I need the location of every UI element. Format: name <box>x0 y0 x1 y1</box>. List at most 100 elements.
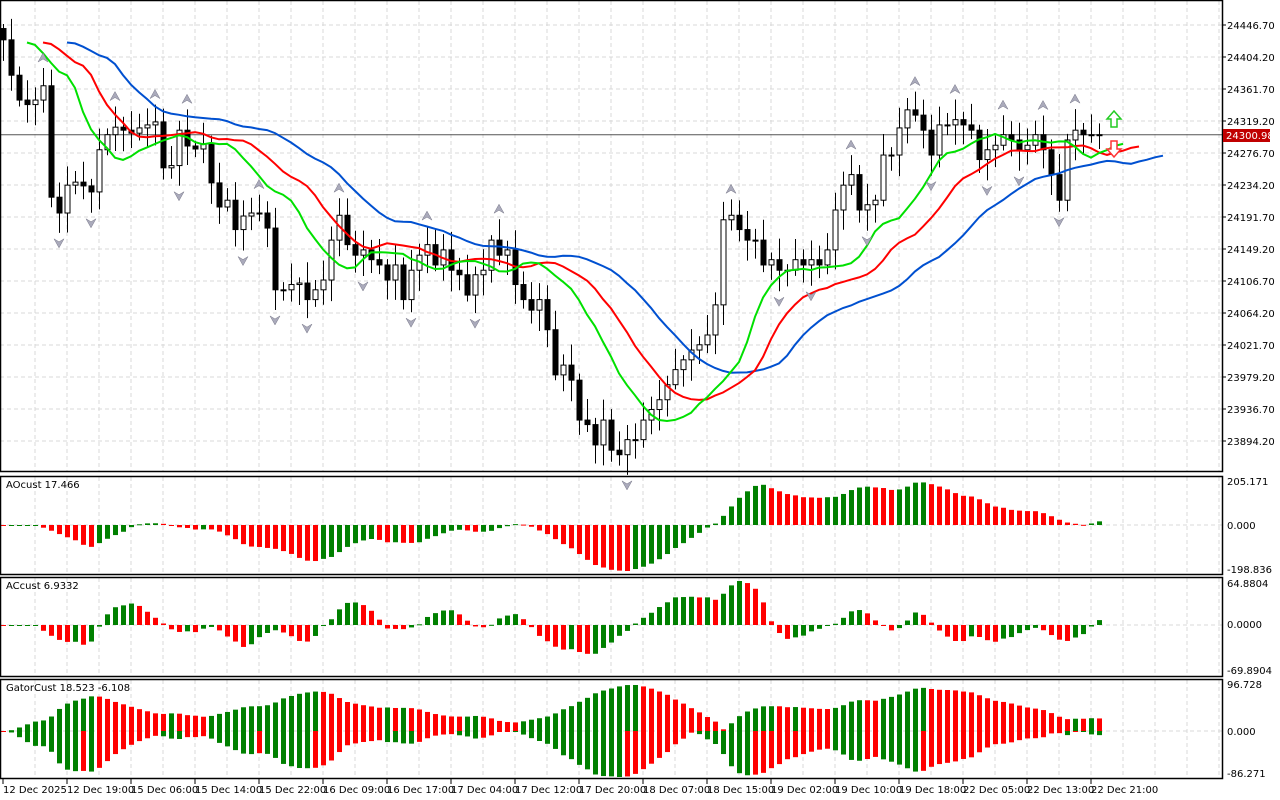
candle-bear <box>208 143 215 184</box>
price-axis-label: 24106.70 <box>1227 277 1275 288</box>
ac-bar <box>49 625 54 636</box>
ao-bar <box>201 525 206 530</box>
gator-upper-bar <box>793 707 798 731</box>
ac-bar <box>1017 625 1022 634</box>
ao-bar <box>393 525 398 543</box>
ao-bar <box>625 525 630 571</box>
fractal-down-arrow-icon <box>925 180 937 192</box>
ac-bar <box>449 610 454 625</box>
candle-bear <box>0 28 7 41</box>
ao-bar <box>857 487 862 525</box>
ao-bar <box>209 525 214 530</box>
gator-upper-bar <box>889 696 894 731</box>
ao-bar <box>49 525 54 531</box>
gator-upper-bar <box>417 709 422 731</box>
alligator-teeth-line <box>42 41 1140 401</box>
gator-upper-bar <box>521 721 526 731</box>
gator-lower-bar <box>361 731 366 742</box>
gator-upper-bar <box>129 706 134 731</box>
ao-pane[interactable] <box>1 482 1102 571</box>
candle-bear <box>736 214 743 231</box>
ao-bar <box>97 525 102 544</box>
gator-upper-bar <box>921 687 926 731</box>
gator-lower-bar <box>657 731 662 758</box>
ac-bar <box>601 625 606 648</box>
ac-bar <box>569 625 574 650</box>
ac-bar <box>681 597 686 625</box>
gator-upper-bar <box>881 698 886 731</box>
gator-upper-bar <box>409 708 414 731</box>
ao-bar <box>401 525 406 543</box>
time-axis-label: 16 Dec 09:00 <box>323 785 390 796</box>
gator-upper-bar <box>537 718 542 731</box>
gator-upper-bar <box>849 701 854 731</box>
gator-lower-bar <box>961 731 966 759</box>
gator-upper-bar <box>513 722 518 731</box>
ac-bar <box>937 625 942 631</box>
gator-lower-bar <box>41 731 46 747</box>
gator-upper-bar <box>897 694 902 731</box>
candle-bear <box>120 126 127 131</box>
ac-bar <box>625 625 630 631</box>
candle-bear <box>400 264 407 301</box>
ac-bar <box>329 619 334 625</box>
ac-bar <box>65 625 70 642</box>
gator-pane[interactable] <box>1 685 1102 777</box>
gator-lower-bar <box>265 731 270 754</box>
ac-bar <box>969 625 974 637</box>
ac-pane[interactable] <box>1 581 1102 654</box>
price-axis-label: 23979.20 <box>1227 373 1275 384</box>
gator-upper-bar <box>1081 718 1086 731</box>
main-price-pane[interactable] <box>0 18 1222 491</box>
candle-bear <box>920 114 927 131</box>
time-axis-label: 17 Dec 12:00 <box>515 785 582 796</box>
fractal-up-arrow-icon <box>253 179 265 190</box>
time-axis-label: 19 Dec 18:00 <box>899 785 966 796</box>
gator-lower-bar <box>177 731 182 739</box>
candle-bear <box>568 364 575 381</box>
current-price-value: 24300.98 <box>1226 131 1274 142</box>
candle-bull <box>424 244 431 256</box>
candle-bull <box>1096 134 1103 137</box>
gator-upper-bar <box>193 715 198 731</box>
gator-lower-bar <box>777 731 782 765</box>
candle-bull <box>32 99 39 106</box>
gator-lower-bar <box>969 731 974 758</box>
ac-bar <box>609 625 614 643</box>
gator-upper-bar <box>345 702 350 731</box>
candle-bear <box>744 229 751 241</box>
gator-upper-bar <box>33 721 38 731</box>
ac-bar <box>505 615 510 625</box>
candle-bull <box>944 124 951 127</box>
time-axis-label: 12 Dec 19:00 <box>67 785 134 796</box>
ao-bar <box>433 525 438 537</box>
ao-bar <box>881 488 886 525</box>
time-axis-label: 15 Dec 22:00 <box>259 785 326 796</box>
gator-lower-bar <box>985 731 990 748</box>
ao-bar <box>817 497 822 525</box>
ao-bar <box>873 487 878 525</box>
gator-upper-bar <box>585 697 590 731</box>
candle-bull <box>624 439 631 456</box>
ao-bar <box>25 525 30 526</box>
ac-bar <box>713 599 718 625</box>
candle-bull <box>936 124 943 156</box>
gator-lower-bar <box>449 731 454 735</box>
ao-bar <box>161 523 166 525</box>
gator-lower-bar <box>617 731 622 777</box>
gator-lower-bar <box>33 731 38 746</box>
ac-bar <box>401 625 406 630</box>
gator-upper-bar <box>105 698 110 731</box>
ao-bar <box>689 525 694 538</box>
ac-bar <box>513 614 518 625</box>
ac-bar <box>417 624 422 626</box>
gator-lower-bar <box>625 731 630 777</box>
gator-upper-bar <box>1033 708 1038 731</box>
candle-bull <box>1072 129 1079 141</box>
fractal-down-arrow-icon <box>861 236 873 247</box>
ao-bar <box>337 525 342 553</box>
ac-bar <box>273 625 278 631</box>
price-axis-label: 24361.70 <box>1227 85 1275 96</box>
candle-bull <box>600 419 607 446</box>
